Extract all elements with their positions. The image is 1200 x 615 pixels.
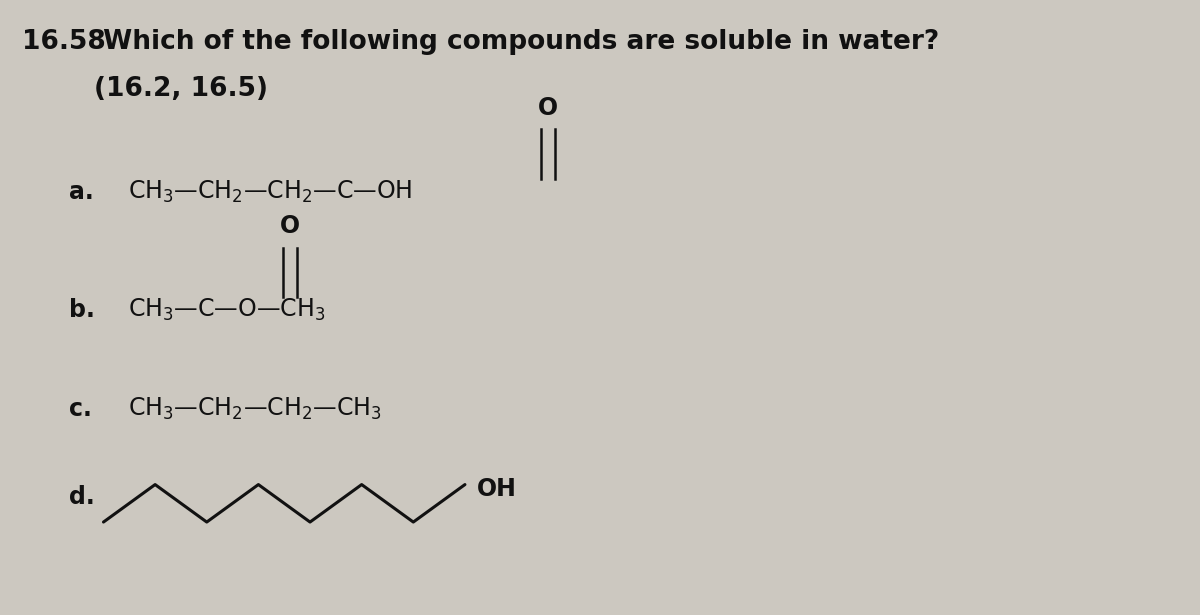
Text: O: O xyxy=(280,214,300,238)
Text: $\mathsf{CH_3}$—C—O—$\mathsf{CH_3}$: $\mathsf{CH_3}$—C—O—$\mathsf{CH_3}$ xyxy=(128,297,325,323)
Text: Which of the following compounds are soluble in water?: Which of the following compounds are sol… xyxy=(94,29,938,55)
Text: (16.2, 16.5): (16.2, 16.5) xyxy=(94,76,268,102)
Text: b.: b. xyxy=(68,298,95,322)
Text: d.: d. xyxy=(68,485,95,509)
Text: $\mathsf{CH_3}$—$\mathsf{CH_2}$—$\mathsf{CH_2}$—C—OH: $\mathsf{CH_3}$—$\mathsf{CH_2}$—$\mathsf… xyxy=(128,178,413,205)
Text: O: O xyxy=(539,96,558,120)
Text: c.: c. xyxy=(68,397,91,421)
Text: OH: OH xyxy=(476,477,517,501)
Text: $\mathsf{CH_3}$—$\mathsf{CH_2}$—$\mathsf{CH_2}$—$\mathsf{CH_3}$: $\mathsf{CH_3}$—$\mathsf{CH_2}$—$\mathsf… xyxy=(128,395,382,422)
Text: 16.58: 16.58 xyxy=(22,29,106,55)
Text: a.: a. xyxy=(68,180,94,204)
